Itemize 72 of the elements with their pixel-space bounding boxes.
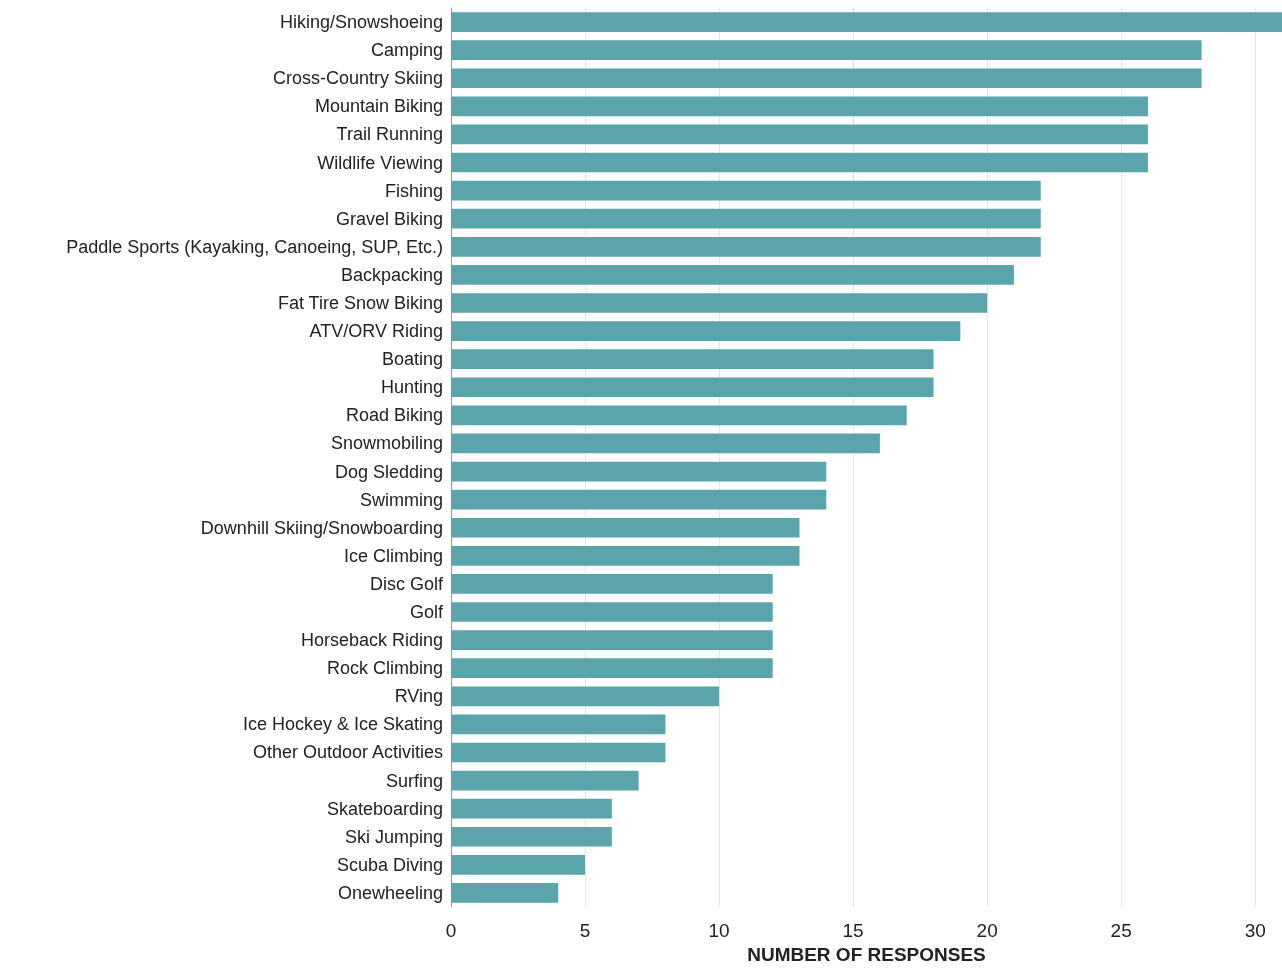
y-tick-label: ATV/ORV Riding — [309, 321, 443, 342]
y-tick-label: Scuba Diving — [336, 854, 443, 875]
y-tick-label: Horseback Riding — [300, 630, 443, 651]
y-tick-label: Gravel Biking — [335, 208, 443, 229]
bar — [451, 602, 773, 622]
x-tick-label: 5 — [579, 920, 591, 941]
bar — [451, 236, 1041, 257]
y-tick-label: Downhill Skiing/Snowboarding — [200, 517, 443, 538]
x-tick-label: 30 — [1244, 920, 1266, 941]
bar — [451, 742, 666, 763]
y-tick-label: Fishing — [384, 180, 443, 201]
bar — [451, 686, 720, 707]
bar — [451, 349, 934, 369]
y-tick-label: Cross-Country Skiing — [272, 68, 443, 89]
bar — [451, 265, 1014, 285]
y-tick-label: Golf — [409, 602, 444, 623]
bar — [451, 96, 1148, 117]
y-tick-label: Camping — [370, 40, 443, 61]
bar — [451, 152, 1148, 173]
y-tick-label: Hunting — [380, 377, 443, 398]
y-tick-label: Boating — [381, 349, 443, 370]
y-tick-label: Onewheeling — [337, 882, 443, 903]
y-tick-label: Snowmobiling — [330, 433, 443, 454]
bar — [451, 461, 827, 482]
x-tick-label: 10 — [708, 920, 730, 941]
y-tick-label: Skateboarding — [326, 798, 443, 819]
y-tick-label: Ice Climbing — [343, 545, 443, 566]
y-tick-label: Backpacking — [340, 264, 443, 285]
bar — [451, 293, 988, 313]
y-tick-label: Rock Climbing — [326, 658, 443, 679]
y-tick-label: Disc Golf — [369, 573, 444, 594]
bar — [451, 658, 773, 679]
bar — [451, 855, 586, 875]
y-tick-label: Ski Jumping — [344, 826, 443, 847]
y-tick-label: Swimming — [359, 489, 443, 510]
x-tick-label: 20 — [976, 920, 998, 941]
bar — [451, 826, 612, 847]
y-tick-label: RVing — [394, 686, 443, 707]
y-tick-label: Road Biking — [345, 405, 443, 426]
x-tick-label: 0 — [445, 920, 457, 941]
y-tick-label: Fat Tire Snow Biking — [277, 292, 443, 313]
bar — [451, 630, 773, 650]
bar — [451, 40, 1202, 60]
y-tick-label: Hiking/Snowshoeing — [279, 12, 443, 33]
bar — [451, 433, 880, 454]
y-tick-label: Dog Sledding — [334, 461, 443, 482]
y-tick-label: Other Outdoor Activities — [252, 742, 443, 763]
bar — [451, 68, 1202, 89]
bar — [451, 208, 1041, 229]
y-tick-label: Mountain Biking — [314, 96, 443, 117]
y-tick-label: Paddle Sports (Kayaking, Canoeing, SUP, Etc.) — [66, 236, 443, 257]
bar — [451, 574, 773, 594]
y-tick-label: Surfing — [385, 770, 443, 791]
bar — [451, 377, 934, 398]
x-tick-label: 25 — [1110, 920, 1132, 941]
x-axis-title: NUMBER OF RESPONSES — [747, 944, 986, 965]
bar — [451, 883, 559, 903]
bar — [451, 180, 1041, 201]
y-tick-label: Ice Hockey & Ice Skating — [242, 714, 443, 735]
bar — [451, 798, 612, 819]
bar — [451, 124, 1148, 145]
y-tick-label: Wildlife Viewing — [317, 152, 443, 173]
y-tick-label: Trail Running — [336, 124, 443, 145]
bar — [451, 405, 907, 426]
bar — [451, 517, 800, 538]
bar — [451, 546, 800, 566]
x-tick-label: 15 — [842, 920, 864, 941]
bar — [451, 321, 961, 341]
bar — [451, 714, 666, 735]
bar — [451, 770, 639, 791]
bar — [451, 489, 827, 510]
bar — [451, 12, 1282, 32]
